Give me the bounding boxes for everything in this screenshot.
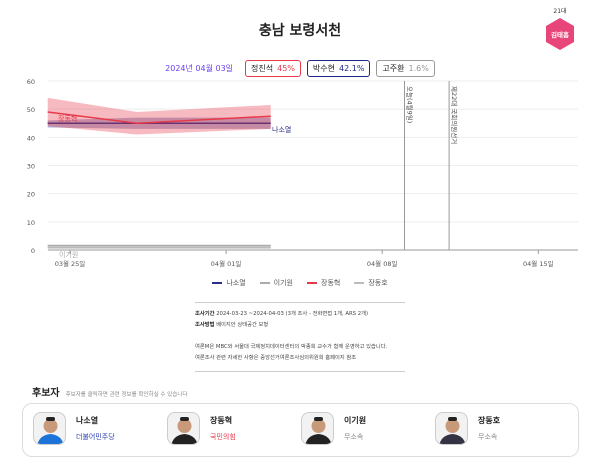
candidate-photo	[301, 412, 334, 445]
candidate-photo	[167, 412, 200, 445]
chip-name: 고주환	[382, 64, 405, 73]
candidates-hint: 후보자를 클릭하면 관련 정보를 확인하실 수 있습니다	[65, 392, 188, 398]
legend-swatch	[212, 282, 223, 284]
candidate-name: 장동혁	[210, 416, 233, 425]
candidate-name: 장동호	[478, 416, 501, 425]
summary-chip: 박수현 42.1%	[306, 60, 371, 77]
y-tick-label: 10	[27, 219, 35, 227]
y-tick-label: 40	[27, 134, 35, 142]
y-tick-label: 20	[27, 191, 35, 199]
candidate-party: 더불어민주당	[76, 433, 115, 441]
legend-label: 이기원	[273, 279, 293, 287]
legend-label: 나소열	[226, 279, 246, 287]
confidence-band	[47, 97, 271, 135]
chip-pct: 45%	[277, 64, 295, 73]
method-value: 베이지안 상태공간 모형	[216, 322, 269, 328]
survey-info: 조사기간 2024-03-23 ~2024-04-03 (3개 조사 - 전화면…	[195, 302, 405, 372]
y-tick-label: 0	[31, 247, 35, 255]
badge-name: 김태흠	[546, 18, 574, 50]
candidate-party: 무소속	[344, 433, 364, 441]
series-label: 이기원	[59, 250, 78, 259]
chip-pct: 42.1%	[339, 64, 365, 73]
candidate-party: 국민의힘	[210, 433, 236, 441]
summary-date: 2024년 04월 03일	[165, 64, 234, 73]
legend-label: 장동호	[368, 279, 388, 287]
chip-name: 정진석	[251, 64, 274, 73]
x-tick-label: 04월 01일	[211, 259, 242, 268]
info-note: 여론조사 관련 자세한 사항은 중앙선거여론조사심의위원회 홈페이지 참조	[195, 355, 357, 361]
candidate-name: 이기원	[344, 416, 367, 425]
legend-swatch	[354, 282, 365, 284]
series-label: 장동혁	[58, 114, 77, 123]
period-label: 조사기간	[195, 311, 215, 317]
event-label: 오늘(4월9일)	[406, 86, 415, 123]
candidate-photo	[33, 412, 66, 445]
poll-summary: 2024년 04월 03일 정진석 45% 박수현 42.1% 고주환 1.6%	[0, 60, 600, 77]
legend-item[interactable]: 이기원	[259, 278, 293, 288]
legend-item[interactable]: 장동혁	[307, 278, 340, 288]
legend-swatch	[259, 282, 270, 284]
period-value: 2024-03-23 ~2024-04-03 (3개 조사 - 전화면접 1개,…	[216, 311, 369, 317]
x-tick-label: 04월 15일	[523, 259, 554, 268]
chip-pct: 1.6%	[408, 64, 429, 73]
y-tick-label: 30	[27, 163, 35, 171]
y-tick-label: 60	[27, 78, 35, 86]
page-title: 충남 보령서천	[258, 23, 342, 39]
chip-name: 박수현	[312, 64, 335, 73]
legend-item[interactable]: 장동호	[354, 278, 388, 288]
legend-label: 장동혁	[321, 279, 341, 287]
poll-chart: 0 10 20 30 40 50 60 03월 25일 04월 01일 04월 08일 04월 15…	[27, 78, 578, 268]
candidate-party: 무소속	[478, 433, 498, 441]
chart-legend: 나소열 이기원 장동혁 장동호	[0, 278, 600, 288]
x-tick-label: 04월 08일	[367, 259, 398, 268]
info-note: 여론M은 MBC와 서울대 국제정치데이터센터의 박종희 교수가 함께 운영하고…	[195, 344, 388, 350]
summary-chip: 고주환 1.6%	[376, 60, 435, 77]
candidate-photo	[435, 412, 468, 445]
series-label: 나소열	[272, 125, 291, 134]
y-tick-label: 50	[27, 106, 35, 114]
incumbent-badge[interactable]: 21대 김태흠	[542, 6, 578, 50]
method-label: 조사방법	[195, 322, 215, 328]
candidates-heading: 후보자 후보자를 클릭하면 관련 정보를 확인하실 수 있습니다	[32, 384, 187, 399]
summary-chip: 정진석 45%	[245, 60, 301, 77]
badge-term: 21대	[553, 8, 567, 15]
candidate-name: 나소열	[76, 416, 99, 425]
event-label: 제22대 국회의원선거	[450, 86, 459, 144]
legend-swatch	[307, 282, 317, 284]
candidates-title: 후보자	[32, 388, 60, 399]
x-tick-label: 03월 25일	[55, 259, 86, 268]
legend-item[interactable]: 나소열	[212, 278, 246, 288]
